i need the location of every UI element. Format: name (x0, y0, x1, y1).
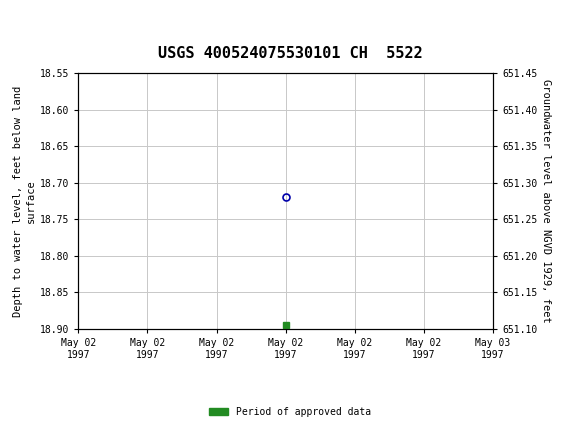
Y-axis label: Groundwater level above NGVD 1929, feet: Groundwater level above NGVD 1929, feet (542, 79, 552, 323)
Text: USGS: USGS (41, 12, 84, 29)
Text: USGS 400524075530101 CH  5522: USGS 400524075530101 CH 5522 (158, 46, 422, 61)
Y-axis label: Depth to water level, feet below land
surface: Depth to water level, feet below land su… (13, 86, 36, 316)
Text: ≡: ≡ (3, 10, 21, 31)
Legend: Period of approved data: Period of approved data (205, 403, 375, 421)
